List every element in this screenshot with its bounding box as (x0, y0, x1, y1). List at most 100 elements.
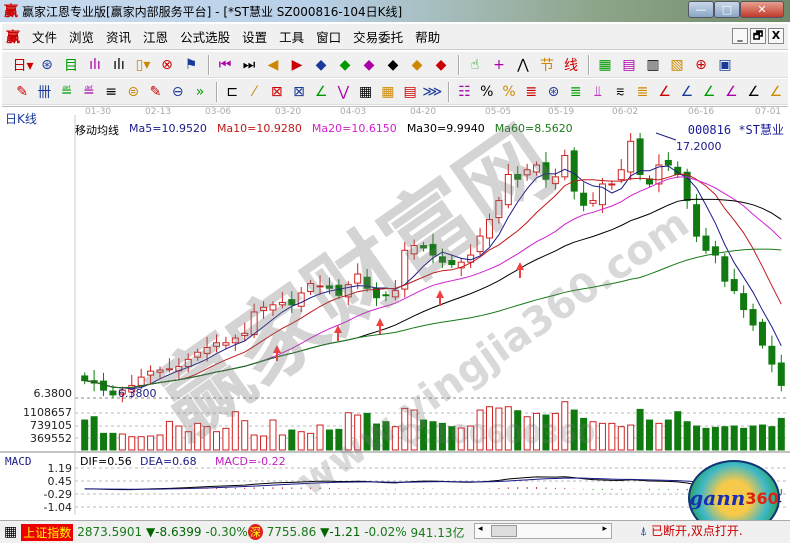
mdi-restore-button[interactable]: 🗗 (750, 28, 766, 44)
toolbar-tool-icon[interactable]: ◆ (435, 56, 447, 73)
connection-status[interactable]: ⍋ 已断开,双点打开. (640, 524, 743, 538)
volume-bar (467, 425, 475, 451)
toolbar-tool-icon[interactable]: ⋙ (422, 83, 443, 100)
toolbar-tool-icon[interactable]: ▦ (598, 56, 612, 73)
volume-bar (777, 417, 785, 451)
toolbar-tool-icon[interactable]: ⊕ (695, 56, 707, 73)
menu-window[interactable]: 窗口 (316, 30, 342, 45)
candle-body (297, 292, 305, 307)
toolbar-tool-icon[interactable]: ▤ (403, 83, 417, 100)
toolbar-tool-icon[interactable]: ∠ (725, 83, 738, 100)
toolbar-tool-icon[interactable]: 目 (64, 57, 78, 74)
maximize-button[interactable]: □ (714, 1, 740, 18)
volume-bar (175, 425, 183, 451)
menu-gann[interactable]: 江恩 (143, 30, 169, 45)
toolbar-tool-icon[interactable]: ⚑ (184, 56, 198, 73)
toolbar-tool-icon[interactable]: ≝ (82, 83, 95, 100)
toolbar-tool-icon[interactable]: ⫫ (594, 83, 602, 100)
toolbar-tool-icon[interactable]: % (502, 83, 516, 100)
toolbar-tool-icon[interactable]: ⊛ (547, 83, 560, 100)
mdi-close-button[interactable]: X (768, 28, 784, 44)
menu-settings[interactable]: 设置 (242, 30, 268, 45)
toolbar-tool-icon[interactable]: ∠ (769, 83, 783, 100)
toolbar-tool-icon[interactable]: ▤ (622, 56, 636, 73)
minimize-button[interactable]: — (688, 1, 714, 18)
toolbar-tool-icon[interactable]: ≣ (569, 83, 582, 100)
toolbar-tool-icon[interactable]: ⊜ (127, 83, 140, 100)
menu-tools[interactable]: 工具 (279, 30, 305, 45)
toolbar-tool-icon[interactable]: ▧ (670, 56, 684, 73)
menu-trade[interactable]: 交易委托 (353, 30, 404, 45)
menu-news[interactable]: 资讯 (106, 30, 132, 45)
horizontal-scrollbar[interactable]: ◂ ▸ (474, 523, 612, 539)
toolbar-tool-icon[interactable]: ◆ (363, 56, 375, 73)
toolbar-tool-icon[interactable]: ▶ (291, 56, 303, 73)
toolbar-tool-icon[interactable]: ∠ (747, 83, 760, 100)
toolbar-tool-icon[interactable]: ▦ (359, 83, 373, 100)
menu-formula[interactable]: 公式选股 (180, 30, 231, 45)
toolbar-tool-icon[interactable]: ☷ (458, 83, 471, 100)
toolbar-tool-icon[interactable]: ▯▾ (135, 56, 151, 73)
toolbar-tool-icon[interactable]: ☝ (470, 56, 480, 73)
toolbar-tool-icon[interactable]: 日▾ (12, 57, 34, 74)
sz-change: ▼-1.21 (320, 525, 361, 539)
volume-bar (344, 412, 352, 451)
toolbar-tool-icon[interactable]: ⩳ (616, 83, 625, 100)
toolbar-tool-icon[interactable]: ⊠ (270, 83, 283, 100)
toolbar-tool-icon[interactable]: ∠ (314, 83, 328, 100)
menu-file[interactable]: 文件 (32, 30, 58, 45)
close-button[interactable]: ✕ (740, 1, 784, 18)
toolbar-tool-icon[interactable]: ✎ (16, 83, 28, 100)
toolbar-tool-icon[interactable]: ◆ (315, 56, 327, 73)
toolbar-tool-icon[interactable]: ⋀ (517, 56, 529, 73)
toolbar-tool-icon[interactable]: ≡ (105, 83, 117, 100)
candle-body (457, 261, 465, 269)
toolbar-tool-icon[interactable]: ⊖ (171, 83, 184, 100)
toolbar-tool-icon[interactable]: ∠ (680, 83, 694, 100)
toolbar-tool-icon[interactable]: ⁄ (253, 83, 256, 100)
toolbar-tool-icon[interactable]: % (480, 83, 494, 100)
toolbar-tool-icon[interactable]: ⊠ (293, 83, 305, 100)
toolbar-tool-icon[interactable]: ∠ (658, 83, 671, 100)
menu-browse[interactable]: 浏览 (69, 30, 95, 45)
toolbar-tool-icon[interactable]: ⊗ (161, 56, 173, 73)
candle-body (137, 376, 145, 386)
toolbar-tool-icon[interactable]: ✎ (149, 83, 162, 100)
toolbar-tool-icon[interactable]: ◆ (339, 56, 351, 73)
toolbar-tool-icon[interactable]: ≝ (60, 83, 73, 100)
toolbar-tool-icon[interactable]: ≣ (636, 83, 649, 100)
volume-bar (542, 414, 550, 451)
date-tick: 02-13 (145, 107, 172, 117)
calendar-icon[interactable]: ▦ (4, 524, 18, 540)
toolbar-tool-icon[interactable]: ▦ (381, 83, 395, 100)
toolbar-tool-icon[interactable]: 线 (564, 57, 578, 74)
toolbar-tool-icon[interactable]: ⊛ (41, 56, 53, 73)
macd-value-label: MACD=-0.22 (215, 455, 286, 468)
mdi-minimize-button[interactable]: _ (732, 28, 748, 44)
toolbar-tool-icon[interactable]: + (493, 56, 505, 73)
toolbar-tool-icon[interactable]: ⏭ (242, 56, 256, 73)
menu-help[interactable]: 帮助 (415, 30, 441, 45)
toolbar-tool-icon[interactable]: ∠ (702, 83, 716, 100)
toolbar-tool-icon[interactable]: ⊏ (226, 83, 239, 100)
toolbar-tool-icon[interactable]: ◆ (411, 56, 423, 73)
candle-body (504, 173, 512, 206)
toolbar-tool-icon[interactable]: ◆ (387, 56, 399, 73)
toolbar-tool-icon[interactable]: ⏮ (218, 56, 232, 73)
volume-bar (570, 409, 578, 451)
toolbar-tool-icon[interactable]: ▥ (646, 56, 660, 73)
toolbar-tool-icon[interactable]: ≣ (525, 83, 538, 100)
toolbar-tool-icon[interactable]: » (195, 83, 205, 100)
toolbar-tool-icon[interactable]: 卌 (37, 84, 52, 101)
scroll-thumb[interactable] (491, 525, 517, 537)
toolbar-tool-icon[interactable]: ▣ (718, 56, 732, 73)
index-name[interactable]: 上证指数 (21, 523, 74, 541)
toolbar-tool-icon[interactable]: ılı (113, 56, 125, 73)
candle-body (627, 140, 635, 173)
toolbar-tool-icon[interactable]: 节 (540, 57, 554, 74)
toolbar-tool-icon[interactable]: ılı (89, 56, 101, 73)
volume-bar (504, 406, 512, 451)
toolbar-tool-icon[interactable]: ⋁ (337, 83, 350, 100)
toolbar-tool-icon[interactable]: ◀ (267, 56, 279, 73)
volume-bar (203, 426, 211, 451)
